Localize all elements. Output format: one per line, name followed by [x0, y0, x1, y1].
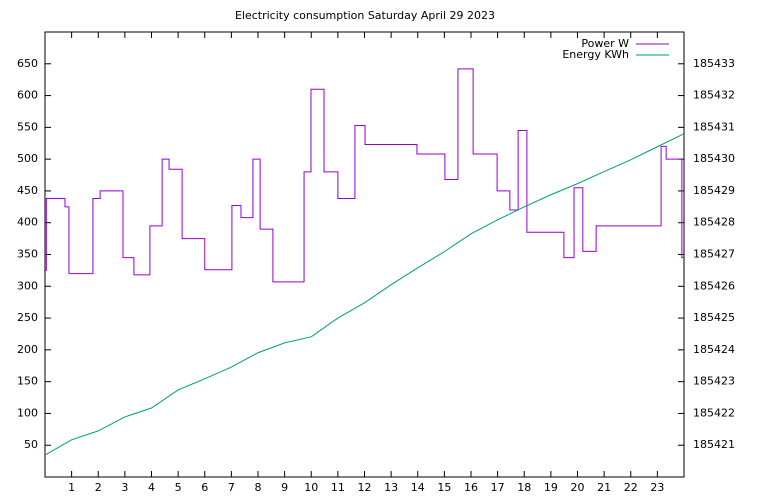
y-tick-label: 400: [17, 216, 38, 229]
y-tick-label: 50: [24, 438, 38, 451]
x-tick-label: 22: [624, 481, 638, 494]
y-tick-label: 250: [17, 311, 38, 324]
y2-tick-label: 185431: [693, 120, 735, 133]
y-tick-label: 300: [17, 279, 38, 292]
y-tick-label: 600: [17, 89, 38, 102]
series-line: [45, 68, 684, 283]
y-tick-label: 500: [17, 152, 38, 165]
x-tick-label: 5: [175, 481, 182, 494]
x-tick-label: 8: [255, 481, 262, 494]
y2-tick-label: 185426: [693, 279, 735, 292]
y2-tick-label: 185427: [693, 248, 735, 261]
y-tick-label: 100: [17, 406, 38, 419]
y2-tick-label: 185425: [693, 311, 735, 324]
x-tick-label: 18: [517, 481, 531, 494]
x-tick-label: 9: [281, 481, 288, 494]
y2-tick-label: 185430: [693, 152, 735, 165]
x-tick-label: 14: [411, 481, 425, 494]
y2-tick-label: 185424: [693, 343, 735, 356]
x-tick-label: 10: [304, 481, 318, 494]
y-tick-label: 200: [17, 343, 38, 356]
x-tick-label: 21: [597, 481, 611, 494]
x-tick-label: 13: [384, 481, 398, 494]
x-tick-label: 4: [148, 481, 155, 494]
x-tick-label: 2: [95, 481, 102, 494]
y-tick-label: 350: [17, 248, 38, 261]
x-tick-label: 16: [464, 481, 478, 494]
legend-label: Energy KWh: [562, 48, 629, 61]
y2-tick-label: 185432: [693, 89, 735, 102]
x-tick-label: 17: [491, 481, 505, 494]
x-tick-label: 11: [331, 481, 345, 494]
x-tick-label: 19: [544, 481, 558, 494]
y2-tick-label: 185433: [693, 57, 735, 70]
x-tick-label: 23: [650, 481, 664, 494]
x-tick-label: 20: [571, 481, 585, 494]
y2-tick-label: 185422: [693, 406, 735, 419]
x-tick-label: 12: [358, 481, 372, 494]
legend-label: Power W: [581, 37, 629, 50]
chart-title: Electricity consumption Saturday April 2…: [235, 9, 495, 22]
y2-tick-label: 185423: [693, 375, 735, 388]
y-tick-label: 550: [17, 120, 38, 133]
y-tick-label: 150: [17, 375, 38, 388]
x-tick-label: 7: [228, 481, 235, 494]
y2-tick-label: 185421: [693, 438, 735, 451]
series-line: [44, 133, 685, 456]
x-tick-label: 15: [437, 481, 451, 494]
x-tick-label: 6: [201, 481, 208, 494]
x-tick-label: 3: [121, 481, 128, 494]
y2-tick-label: 185429: [693, 184, 735, 197]
y-tick-label: 450: [17, 184, 38, 197]
x-tick-label: 1: [68, 481, 75, 494]
y-tick-label: 650: [17, 57, 38, 70]
y2-tick-label: 185428: [693, 216, 735, 229]
